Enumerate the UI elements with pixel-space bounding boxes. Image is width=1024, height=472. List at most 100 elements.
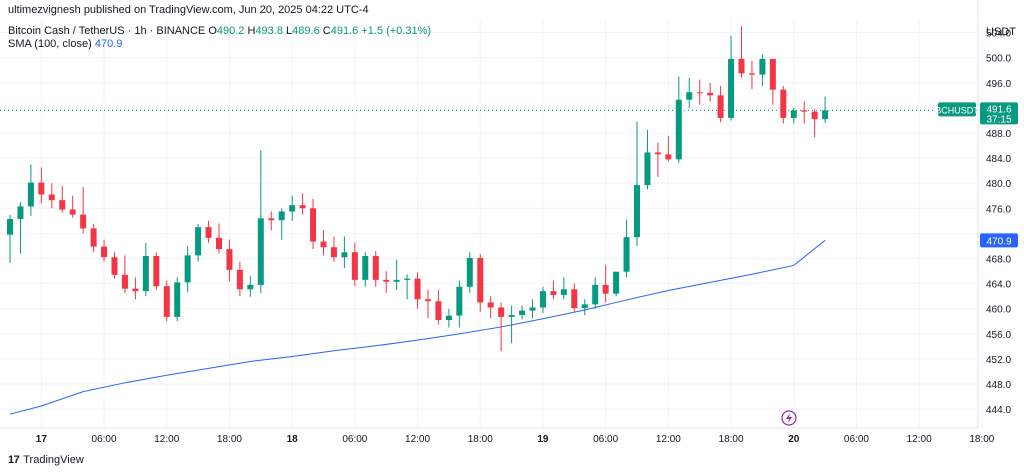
- candle-body: [498, 307, 505, 317]
- candle: [477, 254, 484, 312]
- candle: [184, 245, 191, 293]
- candle: [142, 242, 149, 297]
- candle: [153, 252, 160, 290]
- candle: [487, 296, 494, 319]
- price-tick-label: 444.0: [986, 405, 1011, 416]
- candle-body: [17, 206, 24, 219]
- candle: [289, 195, 296, 221]
- time-tick-label: 18:00: [468, 434, 493, 445]
- candle: [539, 286, 546, 314]
- candle: [811, 109, 818, 138]
- candle: [330, 236, 337, 262]
- candle-body: [247, 284, 254, 290]
- lightning-icon-bolt: [786, 413, 792, 423]
- candle: [759, 54, 766, 86]
- high-value: 493.8: [255, 25, 283, 37]
- time-tick-label: 20: [788, 434, 800, 445]
- change-value: +1.5 (+0.31%): [361, 25, 432, 37]
- candle: [59, 185, 66, 213]
- candle-body: [602, 284, 609, 294]
- price-tick-label: 500.0: [986, 54, 1011, 65]
- last-price-value: 491.6: [986, 104, 1011, 115]
- candle: [195, 224, 202, 262]
- candle-body: [634, 185, 640, 238]
- candle: [790, 107, 797, 124]
- candle-body: [592, 284, 599, 305]
- candle: [27, 164, 34, 216]
- candle-body: [748, 73, 755, 75]
- price-tick-label: 476.0: [986, 204, 1011, 215]
- time-tick-label: 06:00: [593, 434, 618, 445]
- candle-body: [790, 110, 797, 118]
- close-label: C: [322, 25, 331, 37]
- candle-body: [195, 227, 202, 256]
- low-value: 489.6: [292, 25, 320, 37]
- candle-body: [236, 269, 243, 290]
- candle-body: [341, 252, 348, 258]
- candle: [560, 277, 567, 300]
- candle-body: [456, 286, 463, 316]
- candle: [341, 236, 348, 268]
- candle: [414, 272, 421, 309]
- candle: [686, 77, 693, 108]
- time-tick-label: 19: [537, 434, 549, 445]
- candle: [226, 239, 233, 282]
- candle: [257, 150, 264, 294]
- candle: [801, 101, 808, 124]
- tradingview-logo-icon: 17: [8, 454, 20, 466]
- candle-body: [665, 154, 672, 160]
- candle-body: [80, 214, 87, 229]
- candle: [247, 276, 254, 297]
- high-label: H: [247, 25, 256, 37]
- candle-body: [59, 200, 66, 210]
- candle-body: [738, 58, 745, 74]
- candle-body: [299, 205, 306, 209]
- close-value: 491.6: [330, 25, 359, 37]
- candle: [278, 208, 285, 240]
- legend-ohlc: Bitcoin Cash / TetherUS · 1h · BINANCE O…: [8, 25, 431, 37]
- candle: [7, 214, 13, 263]
- lightning-icon[interactable]: [781, 410, 797, 426]
- sma-tag: [980, 233, 1018, 248]
- candle-body: [717, 95, 724, 118]
- price-tick-label: 468.0: [986, 255, 1011, 266]
- candle: [581, 299, 588, 316]
- open-value: 490.2: [216, 25, 245, 37]
- candle: [163, 280, 170, 322]
- publish-info: ultimezvignesh published on TradingView.…: [8, 4, 369, 16]
- candle: [623, 219, 630, 278]
- candle: [675, 76, 682, 164]
- candle-body: [383, 279, 390, 282]
- candle: [351, 242, 358, 287]
- candle: [216, 223, 222, 254]
- candle: [404, 274, 411, 300]
- candle-body: [153, 256, 160, 287]
- candle: [822, 96, 829, 123]
- candle: [80, 186, 87, 234]
- candle: [69, 195, 76, 218]
- price-tick-label: 464.0: [986, 280, 1011, 291]
- candle-body: [644, 152, 651, 186]
- candle-body: [445, 315, 452, 321]
- time-tick-label: 18:00: [719, 434, 744, 445]
- candle: [717, 85, 724, 123]
- last-price-tag: [980, 102, 1018, 125]
- symbol-title[interactable]: Bitcoin Cash / TetherUS · 1h · BINANCE: [8, 25, 206, 37]
- candle-body: [48, 194, 55, 201]
- legend-sma[interactable]: SMA (100, close) 470.9: [8, 38, 122, 50]
- footer-brand[interactable]: 17 TradingView: [8, 454, 84, 466]
- price-tick-label: 460.0: [986, 305, 1011, 316]
- candle: [508, 305, 515, 344]
- time-tick-label: 12:00: [907, 434, 932, 445]
- candle: [456, 280, 463, 328]
- last-price-countdown: 37:15: [986, 114, 1011, 125]
- candle-body: [69, 209, 76, 215]
- candle: [320, 230, 327, 256]
- candle: [550, 280, 557, 300]
- sma-line: [9, 239, 826, 415]
- candle: [48, 183, 55, 209]
- candle-body: [675, 99, 682, 160]
- candle-body: [623, 237, 630, 272]
